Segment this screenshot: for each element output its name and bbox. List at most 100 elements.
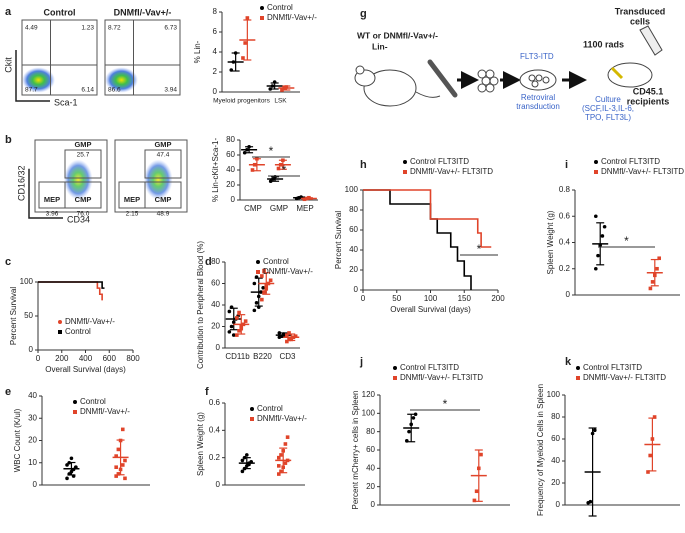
y-tick-label: 80 [366,427,375,436]
point [479,452,483,457]
point [279,453,283,457]
point [600,234,605,238]
quadrant-value: 87.7 [25,87,38,94]
y-tick-label: 20 [226,180,235,189]
quadrant-value: 1.23 [81,25,94,32]
gate [144,181,182,209]
survival-curve [38,281,105,289]
flow-density [63,159,93,200]
point [254,301,259,305]
point [474,489,479,494]
point [407,429,411,434]
point [657,256,661,261]
point [593,428,597,433]
point [261,286,265,290]
y-tick-label: 40 [551,456,560,465]
virus-label: FLT3-ITD [520,52,554,61]
point [588,499,593,504]
legend-label: DNMfl/-Vav+/- FLT3ITD [410,167,493,176]
point [114,465,118,469]
point [241,56,245,60]
point [283,442,288,446]
y-tick-label: 0.6 [209,398,221,407]
y-tick-label: 20 [28,436,37,445]
y-axis-label: Percent mCherry+ cells in Spleen [351,391,360,510]
panel-letter: d [205,256,212,268]
y-tick-label: 0 [354,285,359,294]
significance-label: * [282,163,287,177]
point [260,297,264,302]
legend-label: Control FLT3ITD [400,363,459,372]
y-tick-label: 6 [213,27,218,36]
legend-label: Control [257,404,283,413]
gate-name: MEP [124,195,140,204]
y-tick-label: 100 [20,277,34,286]
x-tick-label: 400 [79,354,93,363]
y-tick-label: 0.4 [559,238,571,247]
point [227,330,232,334]
gate [64,149,102,179]
x-tick-label: 0 [361,294,366,303]
point [280,88,284,92]
point [65,476,69,481]
point [250,168,255,172]
significance-label: * [477,242,482,256]
bone [427,59,458,98]
panel-letter: g [360,8,367,20]
transduction-label: transduction [516,102,560,111]
flow-y-label: Ckit [3,57,13,73]
significance-label: * [269,144,274,158]
point [243,319,248,323]
x-tick-label: Myeloid progenitors [213,98,270,105]
output-label: Transduced [615,6,666,16]
point [260,274,264,278]
cells [528,74,550,88]
mouse-tail [415,91,441,98]
y-axis-label: Contribution to Peripheral Blood (%) [196,241,205,369]
y-tick-label: 20 [211,322,220,331]
point [276,166,281,171]
point [245,16,250,20]
point [411,416,416,420]
panel-letter: b [5,134,12,146]
survival-curve [363,189,472,290]
legend-label: DNMfl/-Vav+/- [80,407,130,416]
gate-name: MEP [44,195,60,204]
panel-letter: j [359,356,363,368]
legend-label: Control [267,3,293,12]
y-tick-label: 50 [24,311,33,320]
y-tick-label: 80 [226,135,235,144]
y-axis-label: % Lin- [193,40,202,63]
point [114,454,118,458]
point [237,310,241,315]
point [231,333,236,337]
y-tick-label: 0 [231,195,236,204]
y-tick-label: 100 [345,185,359,194]
legend-marker [250,417,254,421]
flow-title: Control [44,7,76,17]
y-axis-label: Frequency of Myeloid Cells in Spleen [536,384,545,516]
flow-y-label: CD16/32 [16,165,26,201]
y-tick-label: 0.4 [209,425,221,434]
point [285,339,289,344]
x-tick-label: GMP [270,204,288,213]
y-tick-label: 0.8 [559,185,571,194]
point [242,150,247,155]
legend-marker [576,376,580,380]
y-tick-label: 30 [28,413,37,422]
point [268,87,273,91]
cells [477,69,499,93]
point [252,308,257,313]
culture-label: (SCF,IL-3,IL-6, [582,104,634,113]
point [243,41,247,45]
flow-density [143,159,173,200]
flow-x-label: Sca-1 [54,97,78,107]
transduction-label: Retroviral [521,93,555,102]
point [283,461,288,465]
legend-label: DNMfl/-Vav+/- FLT3ITD [601,167,684,176]
legend-marker [73,410,77,414]
quadrant-value: 6.14 [81,87,94,94]
y-tick-label: 0.6 [559,211,571,220]
legend-marker [403,160,407,164]
